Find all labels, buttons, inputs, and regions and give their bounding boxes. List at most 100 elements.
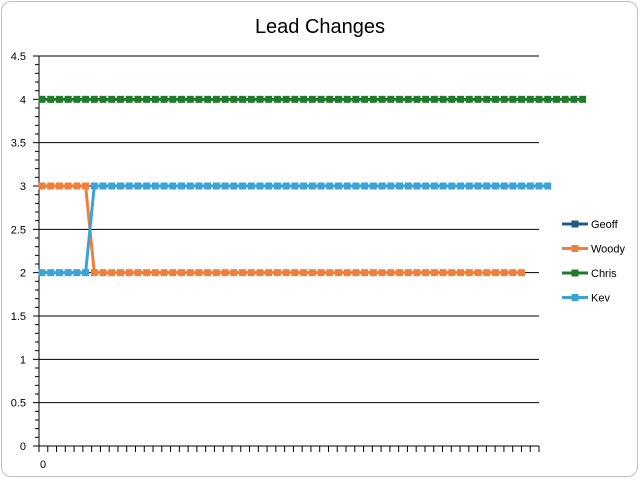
data-point-woody (125, 269, 133, 277)
series-kev (38, 182, 552, 277)
data-point-kev (334, 182, 342, 190)
legend-label: Kev (591, 293, 610, 305)
data-point-kev (256, 182, 264, 190)
data-point-chris (247, 95, 255, 103)
data-point-kev (239, 182, 247, 190)
data-point-kev (535, 182, 543, 190)
data-point-woody (247, 269, 255, 277)
data-point-chris (361, 95, 369, 103)
axes: 0 0.5 1 1.5 2 2.5 3 3.5 4 4.5 0 (11, 51, 540, 471)
y-tick-label: 1 (20, 354, 26, 366)
data-point-chris (221, 95, 229, 103)
data-point-woody (422, 269, 430, 277)
data-point-woody (404, 269, 412, 277)
data-point-kev (178, 182, 186, 190)
data-point-kev (212, 182, 220, 190)
data-point-woody (90, 269, 98, 277)
data-point-woody (195, 269, 203, 277)
data-point-chris (413, 95, 421, 103)
data-point-kev (169, 182, 177, 190)
data-point-woody (212, 269, 220, 277)
data-point-chris (317, 95, 325, 103)
data-point-kev (448, 182, 456, 190)
data-point-chris (465, 95, 473, 103)
data-point-woody (352, 269, 360, 277)
data-point-kev (82, 269, 90, 277)
data-point-kev (483, 182, 491, 190)
data-point-kev (465, 182, 473, 190)
data-point-chris (343, 95, 351, 103)
data-point-chris (204, 95, 212, 103)
data-point-woody (369, 269, 377, 277)
legend-label: Geoff (591, 219, 619, 231)
data-point-woody (82, 182, 90, 190)
data-point-kev (343, 182, 351, 190)
legend-marker (571, 220, 579, 228)
data-point-chris (230, 95, 238, 103)
legend-marker (571, 294, 579, 301)
data-point-kev (186, 182, 194, 190)
data-point-chris (457, 95, 465, 103)
legend: Geoff Woody Chris Kev (562, 219, 626, 305)
series-chris (38, 95, 587, 103)
data-point-chris (82, 95, 90, 103)
data-point-kev (204, 182, 212, 190)
y-tick-label: 4 (20, 94, 26, 106)
data-point-kev (430, 182, 438, 190)
data-point-woody (448, 269, 456, 277)
data-point-kev (273, 182, 281, 190)
data-point-woody (465, 269, 473, 277)
legend-marker (571, 245, 579, 252)
data-point-woody (55, 182, 63, 190)
data-point-kev (230, 182, 238, 190)
data-point-kev (38, 269, 46, 277)
data-point-kev (108, 182, 116, 190)
data-point-chris (282, 95, 290, 103)
data-point-woody (500, 269, 508, 277)
data-point-chris (544, 95, 552, 103)
data-point-woody (143, 269, 151, 277)
data-point-woody (47, 182, 55, 190)
data-point-chris (308, 95, 316, 103)
y-tick-label: 2.5 (11, 224, 26, 236)
data-point-kev (125, 182, 133, 190)
data-point-kev (518, 182, 526, 190)
data-point-chris (369, 95, 377, 103)
data-point-kev (352, 182, 360, 190)
data-point-woody (73, 182, 81, 190)
data-point-kev (247, 182, 255, 190)
legend-label: Chris (591, 268, 617, 280)
data-point-kev (526, 182, 534, 190)
data-point-woody (308, 269, 316, 277)
data-point-kev (457, 182, 465, 190)
y-tick-label: 0.5 (11, 398, 26, 410)
data-point-chris (561, 95, 569, 103)
y-tick-label: 0 (20, 441, 26, 453)
data-point-kev (308, 182, 316, 190)
data-point-chris (535, 95, 543, 103)
data-point-chris (116, 95, 124, 103)
data-point-woody (457, 269, 465, 277)
data-point-woody (134, 269, 142, 277)
data-point-chris (579, 95, 587, 103)
data-point-kev (160, 182, 168, 190)
data-point-kev (221, 182, 229, 190)
data-point-chris (500, 95, 508, 103)
legend-item-chris: Chris (562, 268, 617, 280)
data-point-woody (378, 269, 386, 277)
data-point-chris (439, 95, 447, 103)
data-point-woody (483, 269, 491, 277)
data-point-chris (570, 95, 578, 103)
data-point-kev (195, 182, 203, 190)
data-point-chris (265, 95, 273, 103)
data-point-kev (134, 182, 142, 190)
data-point-chris (160, 95, 168, 103)
data-point-woody (343, 269, 351, 277)
data-point-kev (47, 269, 55, 277)
data-point-woody (282, 269, 290, 277)
legend-item-kev: Kev (562, 293, 610, 305)
legend-item-geoff: Geoff (562, 219, 619, 231)
chart-title: Lead Changes (255, 16, 385, 38)
